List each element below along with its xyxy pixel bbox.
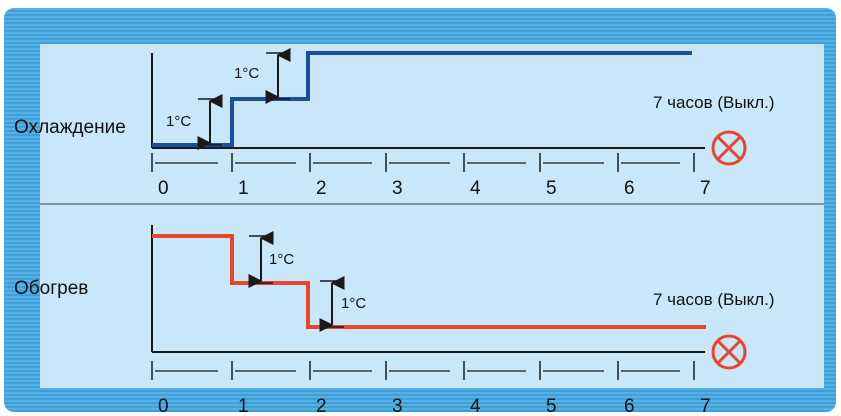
panel-background [40,44,824,388]
cooling-off-label: 7 часов (Выкл.) [653,93,775,112]
cooling-panel: Охлаждение 1°C 1°C 7 часов (Выкл.) 0 1 2 3 4… [14,48,775,199]
cooling-tick-label: 3 [392,178,403,199]
cooling-tick-label: 5 [546,178,557,199]
cooling-step-1-label: 1°C [166,113,191,130]
heating-off-label: 7 часов (Выкл.) [653,290,775,309]
heating-tick-label: 0 [158,396,169,416]
cooling-tick-label: 1 [238,178,249,199]
cooling-tick-label: 2 [316,178,327,199]
heating-tick-label: 5 [546,396,557,416]
heating-step-2-label: 1°C [341,295,366,312]
heating-hour-axis: 0 1 2 3 4 5 6 7 [151,361,711,416]
heating-step-1-label: 1°C [269,251,294,268]
heating-tick-label: 7 [700,396,711,416]
heating-off-circle-x-icon [711,334,747,370]
cooling-label: Охлаждение [14,117,126,138]
heating-panel: Обогрев 1°C 1°C 7 часов (Выкл.) 0 1 2 3 4 5 6 7 [14,225,775,416]
cooling-tick-label: 6 [624,178,635,199]
heating-tick-label: 1 [238,396,249,416]
heating-tick-label: 6 [624,396,635,416]
heating-label: Обогрев [14,278,88,299]
cooling-hour-axis: 0 1 2 3 4 5 6 7 [151,153,711,199]
cooling-tick-label: 0 [158,178,169,199]
heating-tick-label: 4 [470,396,481,416]
cooling-step-2-label: 1°C [234,65,259,82]
heating-tick-label: 2 [316,396,327,416]
cooling-tick-label: 4 [470,178,481,199]
cooling-off-circle-x-icon [711,130,747,166]
heating-tick-label: 3 [392,396,403,416]
cooling-tick-label: 7 [700,178,711,199]
